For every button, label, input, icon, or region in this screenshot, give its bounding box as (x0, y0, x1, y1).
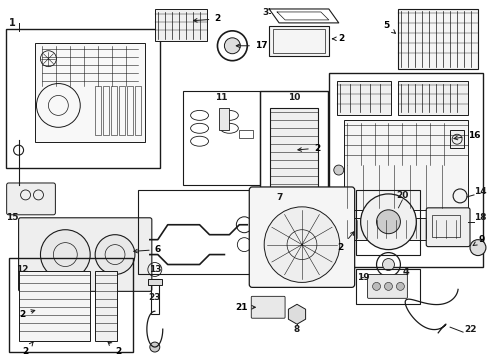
Circle shape (376, 210, 400, 234)
Circle shape (382, 258, 394, 270)
Text: 18: 18 (473, 213, 486, 222)
Text: 14: 14 (473, 188, 486, 197)
Text: 9: 9 (472, 235, 484, 246)
Bar (260, 90, 327, 210)
Text: 23: 23 (148, 293, 161, 302)
Bar (95, 86, 101, 135)
Bar (355, 270, 419, 304)
Text: 5: 5 (383, 21, 395, 33)
Bar (343, 218, 467, 240)
Circle shape (149, 342, 160, 352)
Text: 17: 17 (236, 41, 267, 50)
Bar (343, 120, 467, 210)
Circle shape (41, 230, 90, 279)
Circle shape (333, 165, 343, 175)
Text: 2: 2 (108, 342, 121, 356)
Text: 3: 3 (262, 8, 268, 17)
Bar (336, 81, 391, 115)
Bar (268, 26, 328, 56)
Text: 11: 11 (215, 93, 227, 102)
Bar (6, 29, 160, 168)
Text: 4: 4 (402, 267, 409, 278)
Circle shape (469, 240, 485, 256)
Bar (147, 279, 162, 285)
Circle shape (95, 235, 135, 274)
Text: 15: 15 (6, 213, 19, 222)
Text: 21: 21 (235, 303, 255, 312)
Bar (449, 130, 463, 148)
Bar (19, 271, 90, 341)
Circle shape (224, 38, 240, 54)
Text: 8: 8 (293, 325, 300, 334)
Text: 16: 16 (453, 131, 479, 140)
Circle shape (372, 282, 380, 291)
Text: 2: 2 (20, 310, 35, 319)
Bar (135, 86, 141, 135)
FancyBboxPatch shape (19, 218, 151, 291)
Bar (9, 257, 133, 352)
Circle shape (384, 282, 392, 291)
Bar (30, 299, 50, 317)
Text: 2: 2 (337, 232, 353, 252)
Text: 12: 12 (16, 265, 28, 274)
Bar (150, 279, 159, 314)
Bar (431, 215, 459, 237)
Bar (95, 271, 117, 341)
Bar (183, 90, 260, 185)
Text: 6: 6 (134, 245, 161, 254)
Bar (219, 108, 229, 130)
Circle shape (264, 207, 339, 282)
Bar (269, 108, 317, 196)
Bar (355, 190, 419, 255)
Bar (111, 86, 117, 135)
Text: 13: 13 (148, 265, 161, 274)
Bar (398, 9, 477, 69)
Bar (36, 43, 144, 142)
Bar (155, 9, 206, 41)
Bar (138, 190, 252, 274)
Bar (328, 73, 482, 266)
Text: 2: 2 (297, 144, 319, 153)
Circle shape (360, 194, 415, 249)
Bar (239, 130, 253, 138)
Bar (127, 86, 133, 135)
Text: 20: 20 (395, 192, 408, 201)
Text: 10: 10 (287, 93, 300, 102)
FancyBboxPatch shape (426, 208, 469, 247)
Circle shape (396, 282, 404, 291)
FancyBboxPatch shape (249, 187, 354, 287)
Bar (103, 86, 109, 135)
Text: 2: 2 (332, 34, 344, 43)
Text: 19: 19 (356, 273, 368, 282)
Polygon shape (288, 304, 305, 324)
FancyBboxPatch shape (251, 296, 285, 318)
Bar (273, 29, 324, 53)
Text: 2: 2 (22, 342, 33, 356)
Text: 1: 1 (9, 18, 16, 28)
FancyBboxPatch shape (7, 183, 55, 215)
Bar (398, 81, 467, 115)
FancyBboxPatch shape (367, 274, 407, 298)
Bar (119, 86, 125, 135)
Text: 2: 2 (193, 14, 220, 23)
Text: 22: 22 (463, 325, 475, 334)
Text: 7: 7 (275, 193, 282, 202)
